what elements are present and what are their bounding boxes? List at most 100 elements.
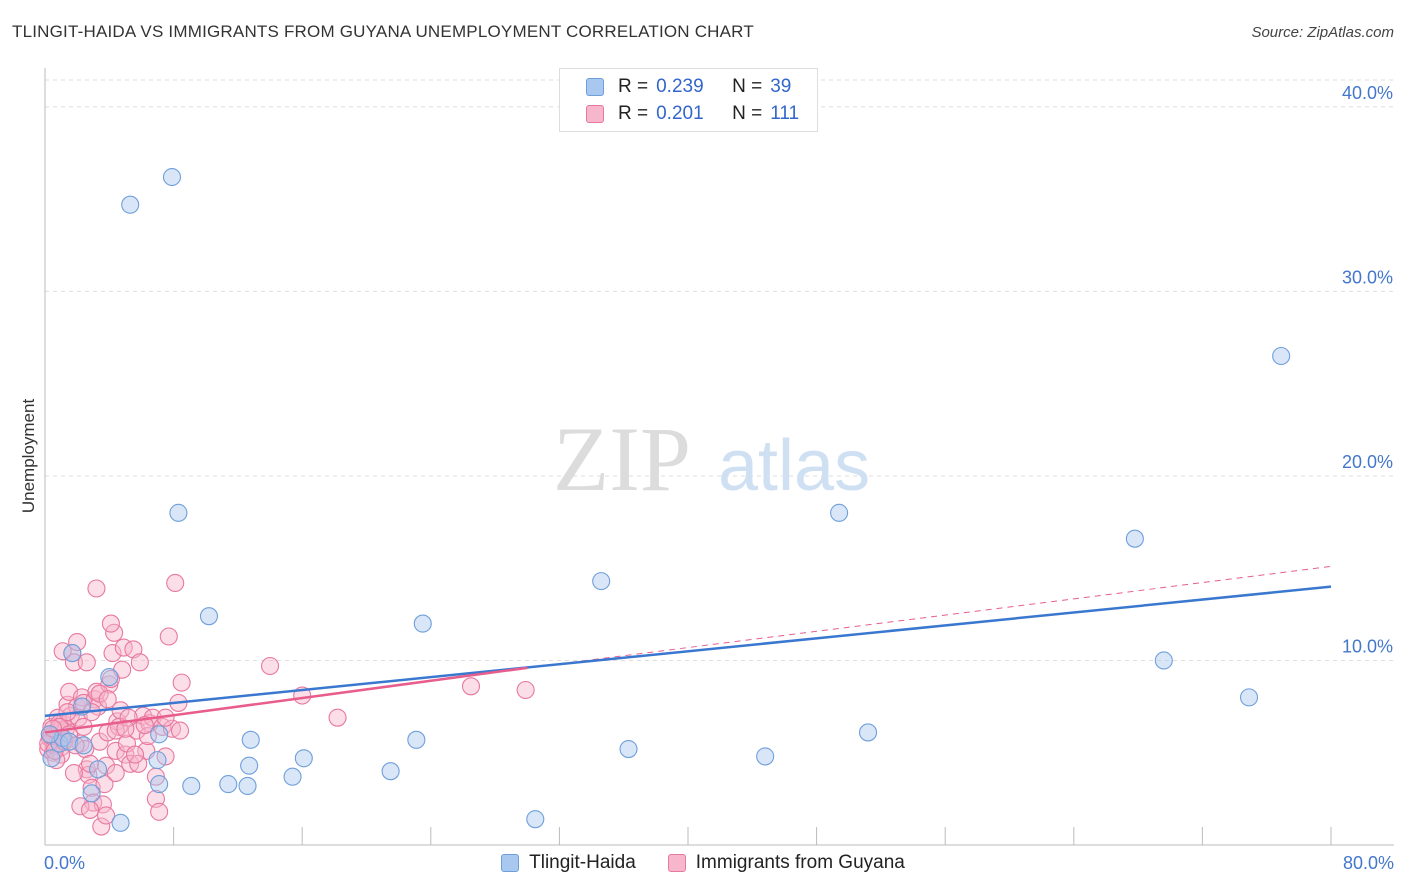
legend-swatch-pink <box>586 105 604 123</box>
tlingit-point <box>526 810 545 829</box>
tlingit-point <box>169 503 188 522</box>
x-tick-label-min: 0.0% <box>44 853 85 873</box>
guyana-point <box>106 741 125 760</box>
tlingit-point <box>182 776 201 796</box>
legend-n-value: 111 <box>770 103 800 124</box>
tlingit-point <box>219 775 238 794</box>
guyana-point <box>98 690 117 709</box>
guyana-point <box>71 797 90 816</box>
guyana-point <box>172 673 191 692</box>
legend-n-label: N = <box>732 76 763 97</box>
chart-title: TLINGIT-HAIDA VS IMMIGRANTS FROM GUYANA … <box>12 22 754 41</box>
stats-legend: R = 0.239 N = 39 R = 0.201 N = 111 <box>559 68 818 132</box>
tlingit-point <box>150 725 169 744</box>
guyana-point <box>138 727 157 746</box>
tlingit-point <box>381 762 400 781</box>
legend-swatch-pink <box>667 854 686 872</box>
tlingit-point <box>63 644 82 663</box>
tlingit-point <box>148 751 167 770</box>
y-tick-label: 30.0% <box>1342 267 1393 287</box>
axes-layer: 10.0% 20.0% 30.0% 40.0% <box>44 68 1394 846</box>
tlingit-point <box>830 503 849 522</box>
tlingit-point <box>74 736 93 755</box>
legend-r-value: 0.201 <box>656 103 704 124</box>
y-tick-label: 20.0% <box>1342 452 1393 472</box>
legend-n-label: N = <box>732 103 763 124</box>
tlingit-point <box>1154 651 1173 670</box>
tlingit-point <box>858 723 878 742</box>
trend-line-tlingit <box>44 585 1332 718</box>
guyana-point <box>87 579 106 598</box>
legend-label-guyana: Immigrants from Guyana <box>695 852 905 873</box>
tlingit-point <box>121 195 140 214</box>
guyana-point <box>97 806 116 825</box>
tlingit-point <box>150 775 169 794</box>
tlingit-point <box>60 732 79 751</box>
guyana-point <box>260 656 280 676</box>
tlingit-point <box>1125 529 1144 548</box>
tlingit-point <box>294 749 313 768</box>
tlingit-point <box>413 614 432 633</box>
y-tick-label: 10.0% <box>1342 636 1393 656</box>
guyana-point <box>106 763 125 783</box>
watermark: ZIP atlas <box>553 408 870 510</box>
watermark-zip: ZIP <box>553 408 691 510</box>
source-label: Source: ZipAtlas.com <box>1251 24 1394 41</box>
legend-item-tlingit[interactable]: Tlingit-Haida <box>501 852 636 874</box>
guyana-point <box>64 653 83 672</box>
tlingit-point <box>162 167 182 187</box>
guyana-point <box>516 680 535 700</box>
legend-row-guyana: R = 0.201 N = 111 <box>586 101 799 127</box>
guyana-point <box>103 644 122 663</box>
guyana-point <box>461 677 481 696</box>
tlingit-point <box>42 749 61 768</box>
guyana-point <box>170 721 190 740</box>
series-legend: Tlingit-Haida Immigrants from Guyana <box>0 852 1406 874</box>
tlingit-point <box>283 767 302 786</box>
guyana-point <box>116 719 135 738</box>
legend-swatch-blue <box>501 854 520 872</box>
tlingit-point <box>756 747 775 766</box>
legend-label-tlingit: Tlingit-Haida <box>529 852 636 873</box>
guyana-point <box>150 802 169 821</box>
watermark-atlas: atlas <box>718 426 870 506</box>
tlingit-point <box>88 760 108 779</box>
legend-row-tlingit: R = 0.239 N = 39 <box>586 74 791 100</box>
y-tick-label: 40.0% <box>1342 83 1393 103</box>
legend-swatch-blue <box>586 78 604 96</box>
trend-layer <box>44 565 1332 734</box>
series-guyana-points <box>39 573 535 836</box>
tlingit-point <box>111 813 130 832</box>
tlingit-point <box>1272 346 1291 366</box>
tlingit-point <box>238 776 257 796</box>
series-tlingit-points <box>40 167 1291 832</box>
legend-r-label: R = <box>618 103 649 124</box>
grid-layer <box>45 79 1394 661</box>
guyana-point <box>77 653 96 672</box>
y-axis-label: Unemployment <box>19 399 38 514</box>
legend-r-label: R = <box>618 76 649 97</box>
tlingit-point <box>199 607 219 626</box>
guyana-point <box>166 573 185 593</box>
guyana-point <box>92 817 111 836</box>
guyana-point <box>68 632 87 652</box>
guyana-point <box>125 745 145 764</box>
guyana-point <box>130 653 149 672</box>
tlingit-point <box>619 739 638 759</box>
guyana-point <box>64 763 83 783</box>
tlingit-point <box>240 756 259 775</box>
tlingit-point <box>1239 688 1259 707</box>
legend-item-guyana[interactable]: Immigrants from Guyana <box>667 852 905 874</box>
tlingit-point <box>82 784 101 803</box>
tlingit-point <box>592 572 611 591</box>
tlingit-point <box>407 730 426 749</box>
tlingit-point <box>100 668 119 687</box>
guyana-point <box>159 627 178 646</box>
guyana-point <box>101 614 120 633</box>
guyana-point <box>80 800 100 819</box>
x-tick-label-max: 80.0% <box>1343 853 1394 873</box>
trend-line-guyana <box>44 666 528 734</box>
tlingit-point <box>241 730 260 749</box>
guyana-point <box>328 708 347 727</box>
